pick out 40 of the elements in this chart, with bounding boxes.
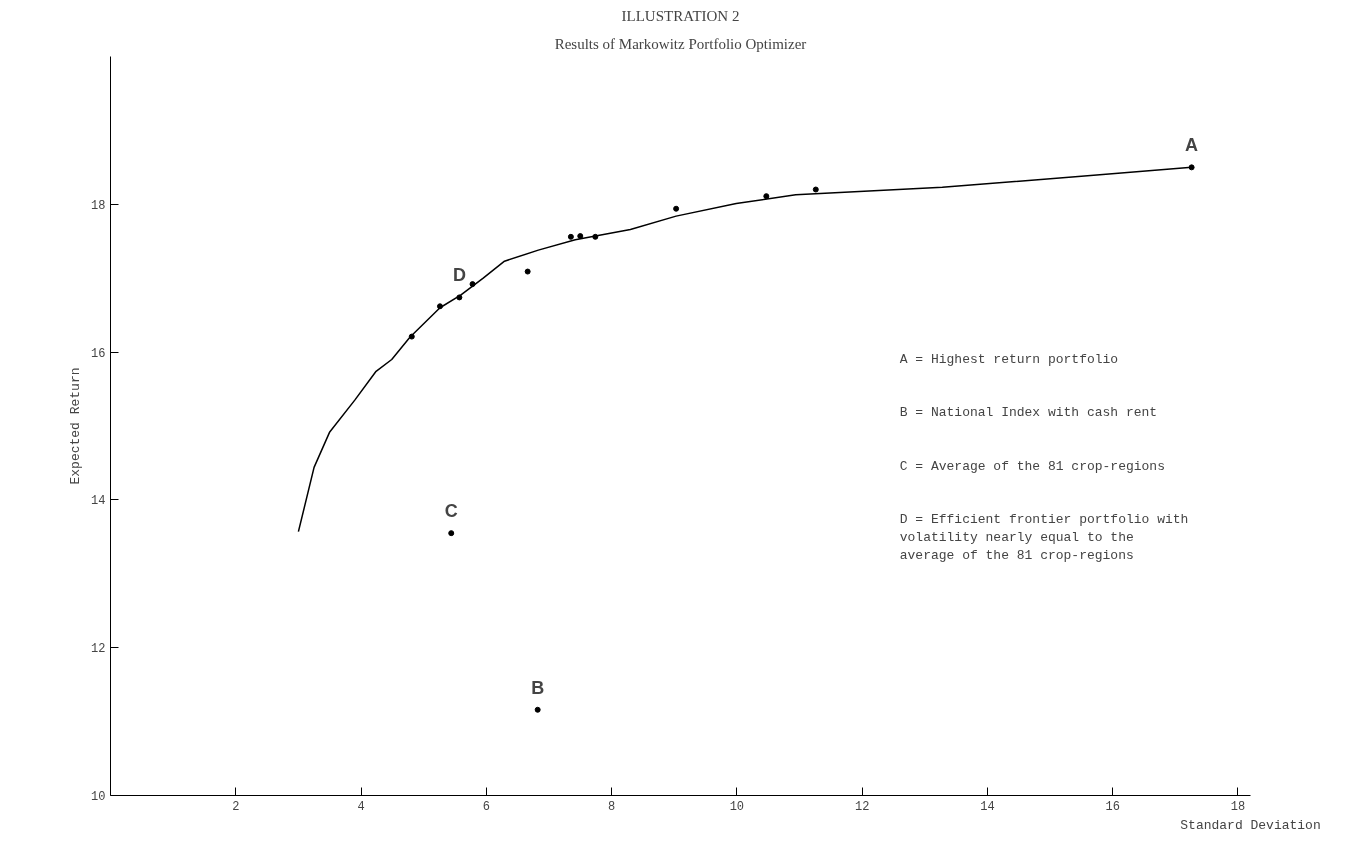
y-tick-label: 10 (91, 790, 106, 804)
point (448, 530, 455, 537)
point (534, 706, 541, 713)
annotation: C (444, 501, 458, 522)
y-tick-label: 14 (91, 494, 106, 509)
point (592, 233, 599, 240)
chart-title: ILLUSTRATION 2 (621, 7, 740, 24)
point (577, 233, 584, 240)
y-tick-label: 16 (91, 346, 106, 361)
x-tick-label: 14 (980, 799, 995, 814)
annotation: B = National Index with cash rent (899, 405, 1158, 421)
point (763, 193, 770, 200)
point (1188, 164, 1195, 171)
x-tick-label: 10 (729, 799, 745, 814)
annotation: B (531, 677, 545, 698)
y-tick-label: 12 (91, 642, 106, 657)
point (456, 294, 463, 301)
x-axis-title: Standard Deviation (1180, 817, 1321, 833)
annotation: D = Efficient frontier portfolio with volatility nearly equal to the average of the 81 crop-regions (899, 511, 1189, 563)
x-tick-label: 12 (854, 799, 870, 814)
x-tick-label: 18 (1230, 799, 1246, 814)
point (436, 303, 443, 310)
x-tick-label: 8 (608, 799, 616, 814)
annotation: A (1185, 135, 1199, 156)
point (812, 186, 819, 193)
annotation: D (452, 265, 466, 286)
point (408, 333, 415, 340)
y-tick-label: 18 (91, 198, 106, 213)
point (567, 233, 574, 240)
x-tick-label: 16 (1105, 799, 1120, 814)
annotation: A = Highest return portfolio (899, 352, 1119, 368)
point (469, 281, 476, 288)
x-tick-label: 4 (357, 799, 365, 814)
y-axis-title: Expected Return (68, 367, 84, 485)
point (673, 205, 680, 212)
point (524, 268, 531, 275)
x-tick-label: 2 (232, 799, 240, 814)
x-tick-label: 6 (482, 799, 490, 814)
chart-subtitle: Results of Markowitz Portfolio Optimizer (554, 35, 807, 52)
annotation: C = Average of the 81 crop-regions (899, 458, 1165, 474)
